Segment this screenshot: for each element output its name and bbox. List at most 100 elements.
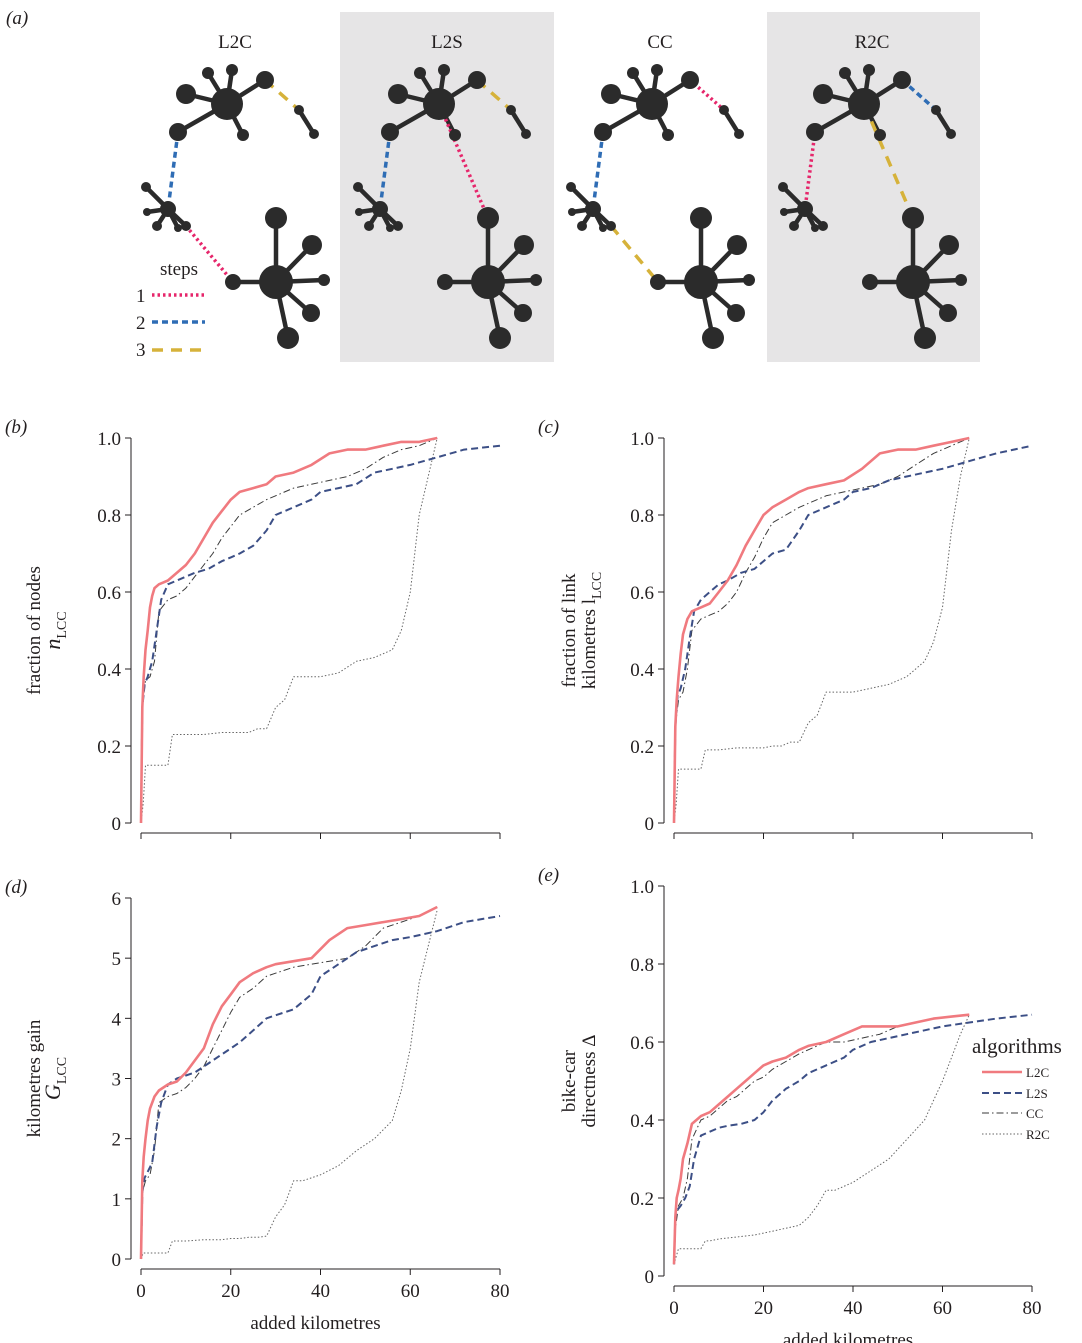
network-node — [939, 304, 957, 322]
network-node — [893, 71, 911, 89]
network-node — [914, 327, 936, 349]
network-2 — [566, 64, 755, 349]
y-tick-label: 0.2 — [630, 1189, 654, 1210]
series-line-r2c — [140, 437, 438, 824]
network-node — [176, 84, 196, 104]
y-tick-label: 5 — [112, 949, 122, 970]
network-node — [437, 274, 453, 290]
network-node — [226, 64, 238, 76]
y-tick-label: 1 — [112, 1190, 122, 1211]
series-line-cc — [140, 437, 438, 824]
y-axis-title-subscript: LCC — [590, 572, 605, 599]
network-node — [599, 224, 607, 232]
y-tick-label: 1.0 — [630, 877, 654, 898]
x-axis-title: added kilometres — [250, 1313, 380, 1334]
network-node — [651, 64, 663, 76]
x-tick-label: 0 — [669, 1298, 679, 1319]
added-edge-step-1 — [184, 224, 235, 284]
x-tick-label: 0 — [136, 1281, 146, 1302]
network-0 — [141, 64, 330, 349]
y-tick-label: 0.6 — [630, 1033, 654, 1054]
y-tick-label: 0.8 — [97, 506, 121, 527]
network-3 — [778, 64, 967, 349]
network-node — [489, 327, 511, 349]
network-node — [152, 221, 162, 231]
network-node — [471, 265, 505, 299]
added-edge-step-1 — [803, 131, 817, 210]
added-edge-step-2 — [166, 131, 180, 210]
y-axis-title-line2: nLCC — [40, 611, 70, 649]
y-axis-title-line2: directness Δ — [579, 1035, 600, 1128]
y-axis-title-symbol: G — [40, 1084, 65, 1100]
y-tick-label: 0.8 — [630, 955, 654, 976]
network-node — [585, 201, 601, 217]
network-node — [143, 208, 151, 216]
network-node — [874, 129, 886, 141]
network-title-l2c: L2C — [218, 32, 252, 53]
added-edge-step-2 — [378, 131, 392, 210]
network-node — [813, 84, 833, 104]
network-node — [902, 207, 924, 229]
series-line-l2c — [139, 905, 438, 1260]
network-title-cc: CC — [647, 32, 672, 53]
network-node — [414, 67, 426, 79]
network-node — [259, 265, 293, 299]
x-tick-label: 60 — [401, 1281, 420, 1302]
chart-e: 0 0.2 0.4 0.6 0.8 1.0 0 20 40 60 80 added kilometre… — [538, 865, 1042, 1343]
added-edge-step-3 — [862, 103, 915, 219]
network-node — [636, 88, 668, 120]
network-title-l2s: L2S — [431, 32, 463, 53]
network-node — [256, 71, 274, 89]
network-node — [372, 201, 388, 217]
y-tick-label: 0.8 — [630, 506, 654, 527]
series-line-cc — [140, 906, 438, 1260]
network-node — [650, 274, 666, 290]
y-tick-label: 0 — [645, 814, 655, 835]
network-1 — [353, 64, 542, 349]
y-axis-title-symbol: directness Δ — [579, 1035, 600, 1128]
series-line-l2s — [673, 1013, 1033, 1265]
steps-legend-title: steps — [160, 259, 198, 280]
series-line-r2c — [673, 437, 970, 824]
network-node — [818, 221, 828, 231]
y-tick-label: 0.2 — [97, 737, 121, 758]
steps-legend-label-3: 3 — [136, 340, 146, 361]
network-node — [797, 201, 813, 217]
y-tick-label: 0.4 — [630, 660, 654, 681]
network-node — [848, 88, 880, 120]
network-group — [141, 64, 967, 349]
y-tick-label: 0.2 — [630, 737, 654, 758]
added-edge-step-2 — [900, 78, 938, 112]
network-node — [388, 84, 408, 104]
y-axis-title-line1: fraction of nodes — [24, 566, 45, 695]
network-node — [364, 221, 374, 231]
network-node — [606, 221, 616, 231]
network-node — [789, 221, 799, 231]
panel-letter-e: (e) — [538, 865, 559, 886]
network-node — [393, 221, 403, 231]
x-tick-label: 20 — [221, 1281, 240, 1302]
network-node — [863, 64, 875, 76]
y-axis-title-line1: fraction of link — [559, 573, 580, 687]
network-node — [684, 265, 718, 299]
y-tick-label: 2 — [112, 1130, 122, 1151]
series-line-l2c — [672, 436, 970, 824]
series-line-cc — [673, 1014, 970, 1265]
network-node — [202, 67, 214, 79]
network-node — [225, 274, 241, 290]
added-edge-step-1 — [437, 103, 490, 219]
added-edge-step-3 — [609, 224, 660, 284]
network-node — [355, 208, 363, 216]
steps-legend-label-1: 1 — [136, 286, 146, 307]
network-node — [438, 64, 450, 76]
steps-legend-label-2: 2 — [136, 313, 146, 334]
network-node — [955, 274, 967, 286]
network-node — [265, 207, 287, 229]
series-line-l2c — [139, 436, 438, 824]
x-tick-label: 40 — [311, 1281, 330, 1302]
network-node — [727, 235, 747, 255]
y-axis-title-line1: kilometres gain — [24, 1019, 45, 1137]
y-tick-label: 1.0 — [630, 429, 654, 450]
